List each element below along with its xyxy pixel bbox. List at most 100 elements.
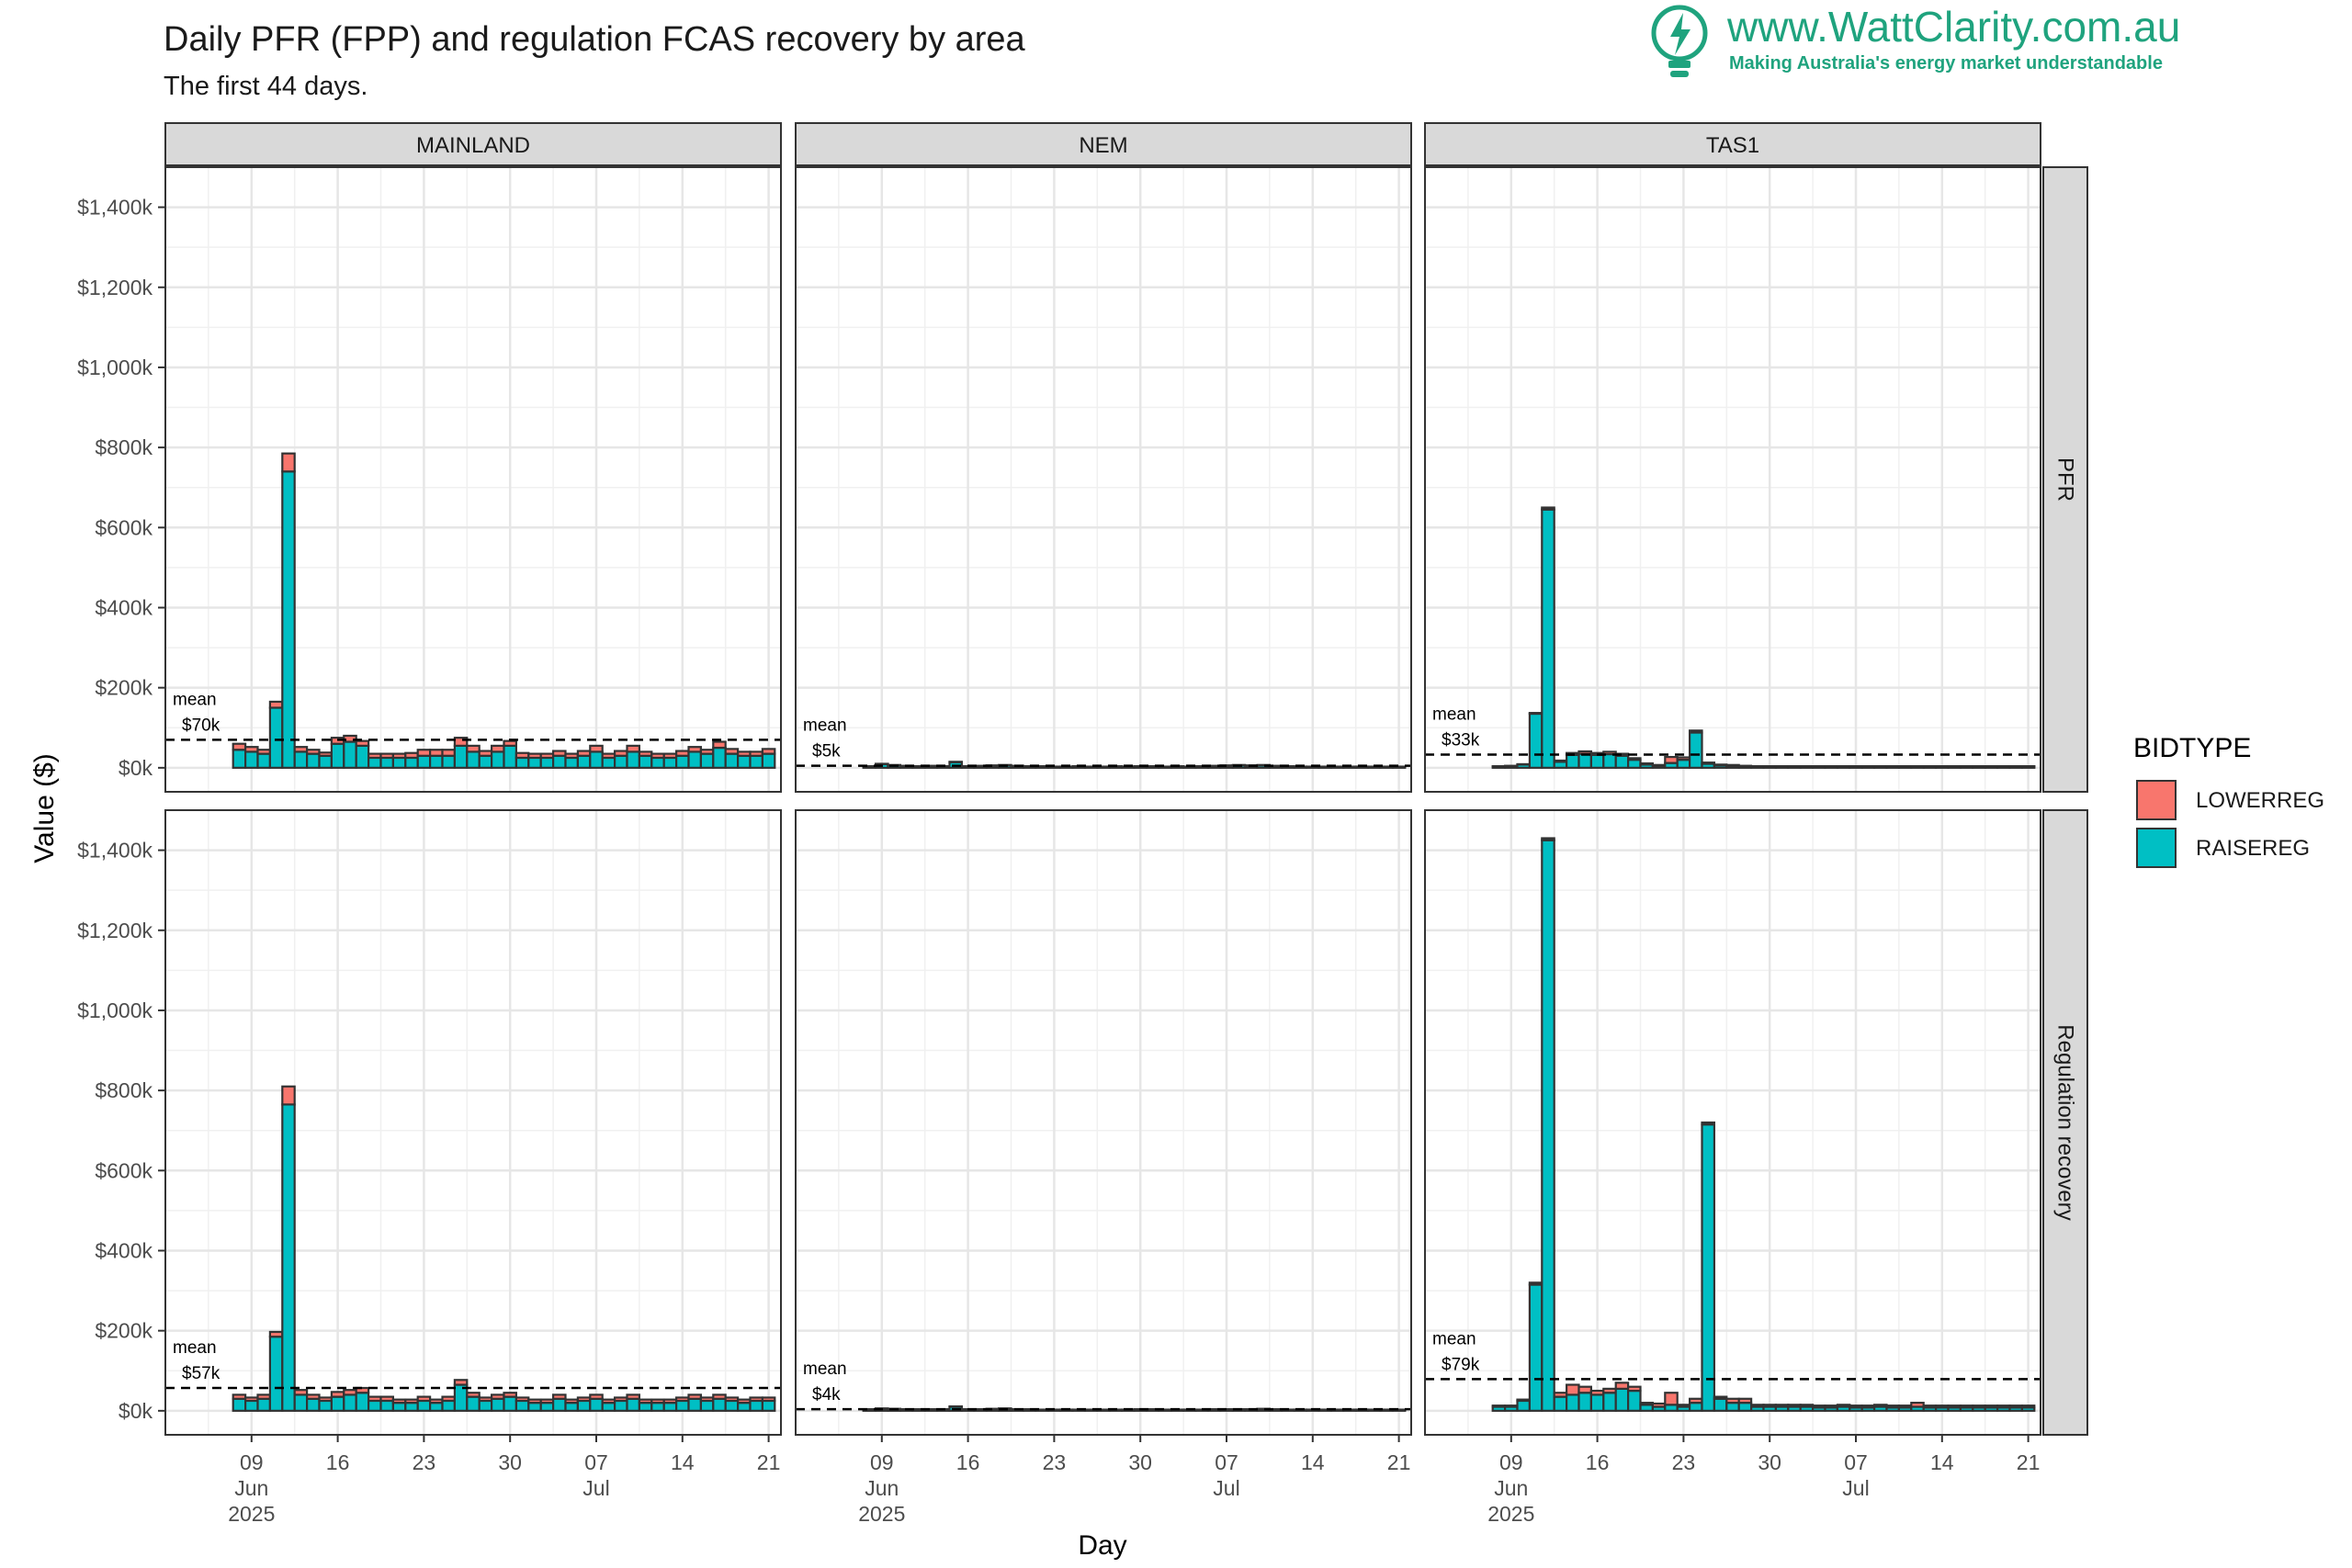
x-tick-label: 14 bbox=[1930, 1450, 1954, 1474]
bar-raisereg bbox=[318, 1399, 333, 1412]
bar-lowerreg bbox=[1737, 1397, 1753, 1404]
bar-lowerreg bbox=[674, 750, 690, 757]
x-tick-label: 23 bbox=[1672, 1450, 1696, 1474]
bar-lowerreg bbox=[1749, 1404, 1765, 1408]
bar-lowerreg bbox=[466, 1392, 481, 1398]
mean-value: $79k bbox=[1442, 1355, 1480, 1374]
bar-raisereg bbox=[576, 1399, 592, 1412]
bar-raisereg bbox=[674, 1399, 690, 1412]
bar-lowerreg bbox=[1811, 1404, 1826, 1409]
bar-raisereg bbox=[232, 749, 247, 769]
bar-lowerreg bbox=[626, 744, 640, 753]
bar-lowerreg bbox=[948, 761, 963, 763]
bar-lowerreg bbox=[1799, 765, 1815, 768]
bar-raisereg bbox=[1541, 839, 1555, 1412]
bar-lowerreg bbox=[1541, 506, 1555, 511]
bar-lowerreg bbox=[318, 751, 333, 757]
bar-lowerreg bbox=[343, 1389, 357, 1396]
bar-lowerreg bbox=[527, 1398, 542, 1404]
bar-lowerreg bbox=[429, 749, 444, 757]
bar-raisereg bbox=[490, 1397, 505, 1412]
bar-raisereg bbox=[1737, 1402, 1753, 1412]
bar-lowerreg bbox=[281, 1085, 296, 1106]
bar-raisereg bbox=[613, 1399, 628, 1412]
chart-title: Daily PFR (FPP) and regulation FCAS reco… bbox=[164, 20, 1025, 59]
x-tick-month: Jun bbox=[1494, 1476, 1528, 1500]
y-tick-label: $1,200k bbox=[77, 919, 153, 942]
bar-raisereg bbox=[749, 754, 763, 769]
bar-raisereg bbox=[1725, 1402, 1740, 1412]
bar-raisereg bbox=[736, 1402, 752, 1412]
bar-lowerreg bbox=[589, 744, 604, 753]
x-tick-label: 07 bbox=[584, 1450, 608, 1474]
panel-background bbox=[165, 810, 781, 1435]
bar-lowerreg bbox=[1737, 764, 1753, 768]
bar-raisereg bbox=[306, 752, 321, 769]
panel-background bbox=[1425, 167, 2041, 792]
bar-lowerreg bbox=[1922, 1404, 1938, 1409]
x-tick-label: 16 bbox=[326, 1450, 350, 1474]
bar-lowerreg bbox=[232, 742, 247, 751]
x-tick-label: 09 bbox=[1499, 1450, 1523, 1474]
bar-raisereg bbox=[466, 1395, 481, 1412]
bar-lowerreg bbox=[379, 752, 394, 760]
bar-lowerreg bbox=[244, 1396, 259, 1403]
bar-raisereg bbox=[330, 1395, 345, 1412]
bar-lowerreg bbox=[551, 1393, 567, 1400]
bar-lowerreg bbox=[1836, 1404, 1851, 1408]
bar-lowerreg bbox=[564, 1398, 579, 1404]
bar-lowerreg bbox=[2020, 765, 2036, 768]
bar-lowerreg bbox=[416, 1395, 432, 1403]
strip-label-nem: NEM bbox=[1079, 133, 1127, 158]
watt-clarity-logo[interactable]: www.WattClarity.com.au Making Australia'… bbox=[1645, 0, 2242, 83]
bar-lowerreg bbox=[256, 1393, 271, 1400]
panel-background bbox=[796, 810, 1411, 1435]
bar-raisereg bbox=[416, 1399, 432, 1412]
y-tick-label: $1,000k bbox=[77, 355, 153, 379]
bar-lowerreg bbox=[1701, 761, 1715, 765]
bar-raisereg bbox=[1541, 508, 1555, 769]
bar-raisereg bbox=[391, 756, 407, 769]
bar-lowerreg bbox=[453, 1379, 469, 1386]
panel-border bbox=[795, 809, 1412, 1436]
bar-lowerreg bbox=[1528, 712, 1544, 716]
bar-raisereg bbox=[368, 1399, 382, 1412]
bar-lowerreg bbox=[1836, 765, 1851, 768]
x-tick-label: 30 bbox=[498, 1450, 522, 1474]
bar-lowerreg bbox=[1701, 1121, 1715, 1126]
bar-lowerreg bbox=[503, 1392, 517, 1398]
bar-lowerreg bbox=[416, 749, 432, 757]
bar-lowerreg bbox=[613, 750, 628, 757]
bar-lowerreg bbox=[699, 1396, 715, 1403]
bar-lowerreg bbox=[1664, 755, 1679, 764]
bar-lowerreg bbox=[662, 1398, 678, 1404]
bar-raisereg bbox=[478, 1399, 493, 1412]
strip-row-1 bbox=[2042, 809, 2088, 1436]
bar-lowerreg bbox=[650, 752, 665, 760]
bar-lowerreg bbox=[391, 1398, 407, 1404]
bar-raisereg bbox=[1626, 759, 1642, 769]
bar-lowerreg bbox=[1885, 1404, 1900, 1409]
bar-lowerreg bbox=[1959, 1404, 1974, 1409]
bar-lowerreg bbox=[1491, 1404, 1507, 1408]
strip-nem bbox=[795, 122, 1412, 166]
y-tick-label: $1,400k bbox=[77, 839, 153, 863]
bar-raisereg bbox=[404, 756, 419, 769]
y-tick-label: $800k bbox=[95, 1078, 153, 1102]
bar-lowerreg bbox=[1922, 765, 1938, 768]
bar-raisereg bbox=[551, 1397, 567, 1412]
bar-lowerreg bbox=[1713, 763, 1728, 767]
bar-lowerreg bbox=[1516, 762, 1531, 766]
bar-lowerreg bbox=[281, 452, 296, 473]
bar-raisereg bbox=[564, 1402, 579, 1412]
y-tick-label: $800k bbox=[95, 435, 153, 459]
bar-lowerreg bbox=[1651, 763, 1667, 767]
bar-raisereg bbox=[416, 754, 432, 769]
bar-lowerreg bbox=[490, 744, 505, 753]
bar-raisereg bbox=[379, 1399, 394, 1412]
bar-lowerreg bbox=[478, 1396, 493, 1403]
bar-raisereg bbox=[466, 750, 481, 769]
mean-label: mean bbox=[803, 716, 847, 736]
bar-raisereg bbox=[1676, 759, 1691, 769]
x-tick-month: Jul bbox=[582, 1476, 609, 1500]
